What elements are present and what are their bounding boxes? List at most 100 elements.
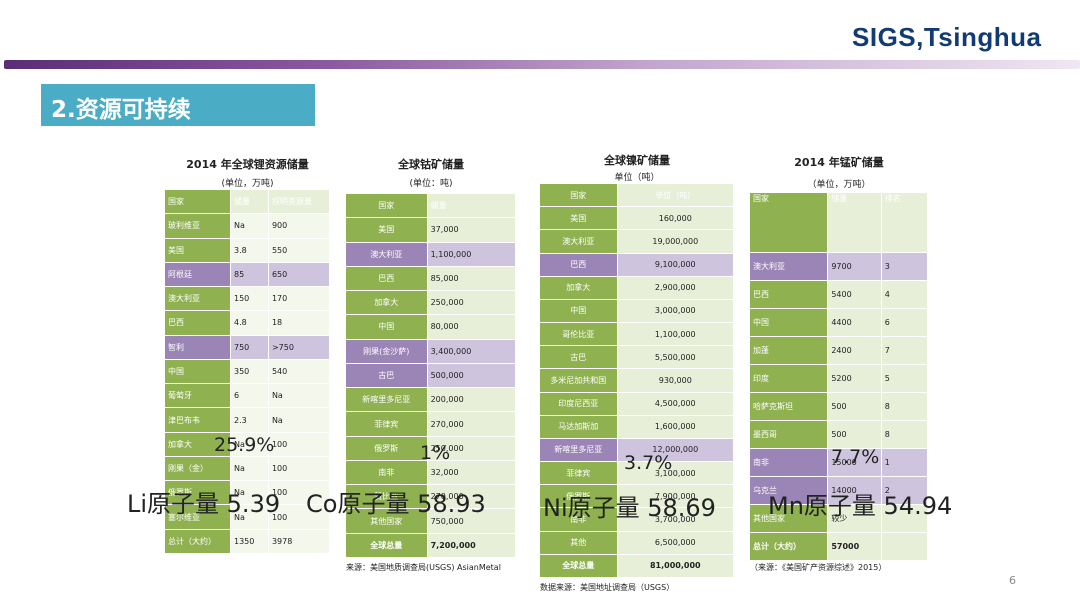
table-row: 中国 350 540 [165,359,330,385]
table-cell: Na [268,384,330,408]
table-cell: 900 [268,214,330,238]
table-cell: 赞比亚 [346,485,428,509]
table-cell: 其他国家 [750,505,829,533]
table-cell: 巴西 [165,311,231,335]
table-cell [881,505,928,533]
table-header-cell: 国家 [165,190,231,214]
table-cell: >750 [268,335,330,359]
table-row: 印度 5200 5 [750,365,928,394]
table-cell: 总计（大约） [165,529,231,553]
table-row: 古巴 5,500,000 [540,346,734,370]
table-cell: 6,500,000 [617,531,734,554]
table-cell: 6 [881,309,928,337]
table-cell: 4.8 [231,311,269,335]
table-row: 南非 3,700,000 [540,508,734,532]
table-row: 其他 6,500,000 [540,531,734,555]
table-header-cell: 排名 [881,193,928,253]
table-row: 葡萄牙 6 Na [165,384,330,409]
table-cell: 3,100,000 [617,462,734,485]
page-number: 6 [1009,574,1016,587]
table-row: 其他国家 750,000 [346,509,516,534]
table-cell: 8 [881,393,928,421]
table-row: 阿根廷 85 650 [165,262,330,288]
table-unit: (单位：吨) [409,179,453,189]
table-cell: 总计（大约） [750,533,829,560]
table-cell: 350 [231,359,269,384]
table-row: 乌克兰 14000 2 [750,477,928,506]
table-cell: 3,400,000 [427,339,516,363]
table-row: 菲律宾 3,100,000 [540,462,734,486]
table-header-cell: 单位（吨） [617,184,734,207]
table-cell: 刚果(金沙萨) [346,339,428,363]
table-cell: 葡萄牙 [165,384,231,408]
table-row: 菲律宾 270,000 [346,412,516,437]
table-cell: Na [231,214,269,238]
table-source-note: 来源：美国地质调查局(USGS) AsianMetal [346,563,501,572]
table-row: 其他国家 较少 [750,505,928,534]
table-cell: 7 [881,337,928,365]
manganese-percentage: 7.7% [831,446,880,468]
table-cell: 150 [231,287,269,311]
table-row: 美国 37,000 [346,218,516,243]
table-cell: 1,600,000 [617,415,734,438]
table-row: 加拿大 Na 100 [165,432,330,457]
table-cell: 4,500,000 [617,392,734,415]
table-row: 俄罗斯 Na 100 [165,481,330,506]
table-header-row: 国家 储量 [346,194,516,219]
table-row: 刚果（金） Na 100 [165,456,330,482]
table-cell: 250,000 [427,291,516,315]
table-row: 加拿大 250,000 [346,291,516,316]
table-row: 智利 750 >750 [165,335,330,360]
table-cell: 澳大利亚 [346,242,428,266]
table-row: 哈萨克斯坦 500 8 [750,393,928,422]
table-cell: 古巴 [540,346,618,369]
table-cell: 750,000 [427,509,516,533]
table-row: 南非 15000 1 [750,449,928,478]
table-cell: 玻利维亚 [165,214,231,238]
table-cell: 3.8 [231,238,269,262]
table-cell: 1 [881,449,928,477]
table-header-row: 国家 储量 探明资源量 [165,190,330,215]
table-cell: 2,900,000 [617,276,734,299]
table-cell: 100 [268,432,330,456]
table-cell: 3,700,000 [617,508,734,531]
table-cell: 100 [268,456,330,481]
table-cell: 加拿大 [540,276,618,299]
table-header-cell: 储量 [828,193,882,253]
table-cell: 美国 [540,207,618,230]
table-cell: 新喀里多尼亚 [346,388,428,412]
table-header-row: 国家 单位（吨） [540,184,734,208]
table-row: 中国 80,000 [346,315,516,340]
table-cell: 100 [268,505,330,529]
table-cell: 9700 [828,253,882,281]
table-cell: 俄罗斯 [540,485,618,508]
table-cell: 墨西哥 [750,421,829,449]
table-cell: 加拿大 [165,432,231,456]
table-cell: 加拿大 [346,291,428,315]
table-cell: 57000 [828,533,882,560]
table-cell: 7,200,000 [427,533,516,557]
table-row: 津巴布韦 2.3 Na [165,408,330,433]
table-row: 总计（大约） 57000 [750,533,928,561]
table-header-cell: 国家 [346,194,428,218]
table-title: 全球镍矿储量 [604,154,670,167]
table-cell: 印度 [750,365,829,393]
table-row: 墨西哥 500 8 [750,421,928,450]
table-cell: 巴西 [346,266,428,291]
table-grid: 国家 储量 探明资源量 玻利维亚 Na 900 美国 3.8 550 阿根廷 85 650 澳大利亚 15… [165,190,330,554]
table-row: 新喀里多尼亚 200,000 [346,388,516,413]
table-source-note: 数据来源：美国地址调查局（USGS） [540,583,675,592]
table-cell: 中国 [346,315,428,339]
table-cell: 1350 [231,529,269,553]
table-cell: 古巴 [346,363,428,388]
table-cell: 80,000 [427,315,516,339]
table-cell: 200,000 [427,388,516,412]
table-row: 中国 4400 6 [750,309,928,338]
table-cell: 其他 [540,531,618,554]
cobalt-atomic-mass: Co原子量 58.93 [306,490,486,518]
table-cell: 2.3 [231,408,269,432]
table-cell: 津巴布韦 [165,408,231,432]
table-cell: 650 [268,262,330,287]
nickel-percentage: 3.7% [624,452,673,474]
table-cell: 乌克兰 [750,477,829,505]
